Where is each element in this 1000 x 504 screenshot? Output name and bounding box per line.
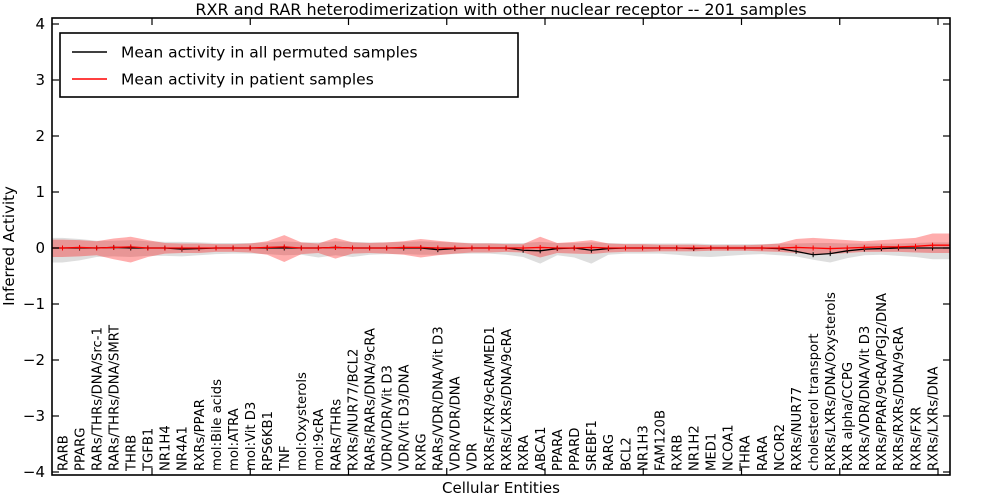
- x-category-label: NR4A1: [176, 426, 191, 471]
- y-tick-label: 0: [35, 239, 45, 257]
- y-tick-label: 3: [35, 71, 45, 89]
- x-category-label: RXRB: [670, 435, 685, 471]
- x-category-label: mol:ATRA: [227, 408, 242, 471]
- x-category-label: mol:Oxysterols: [295, 372, 310, 471]
- x-category-label: RXRs/RXRs/DNA/9cRA: [892, 327, 907, 471]
- x-category-label: NR1H2: [688, 425, 703, 471]
- x-category-label: PPARG: [73, 428, 88, 471]
- y-tick-label: 4: [35, 15, 45, 33]
- x-category-label: RARB: [56, 435, 71, 471]
- x-category-label: TNF: [278, 445, 293, 472]
- legend-box: [59, 32, 519, 98]
- x-category-label: RARs/VDR/DNA/Vit D3: [432, 326, 447, 471]
- y-tick-label: −2: [23, 351, 45, 369]
- x-category-label: RXRs/PPAR: [193, 399, 208, 471]
- x-category-label: RARs/THRs: [329, 399, 344, 471]
- x-category-label: ABCA1: [534, 427, 549, 471]
- x-category-label: RXRs/PPAR/9cRA/PGJ2/DNA: [875, 293, 890, 471]
- plot-area: 4 3 2 1 0 −1 −2 −3 −4 RARB PPARG RARs/THRs/DNA/Src-…: [23, 15, 951, 481]
- x-category-label: RARs/THRs/DNA/SMRT: [107, 324, 122, 471]
- x-category-label: RXRs/NUR77/BCL2: [346, 349, 361, 471]
- x-category-label: RXRs/FXR/9cRA/MED1: [483, 326, 498, 471]
- x-category-label: mol:Bile acids: [210, 379, 225, 471]
- x-category-label: RXRG: [415, 433, 430, 471]
- x-category-label: RXRs/NUR77: [790, 387, 805, 471]
- x-category-label: RPS6KB1: [261, 411, 276, 471]
- patient-mean-line: [52, 244, 950, 250]
- legend-label-patient: Mean activity in patient samples: [121, 71, 374, 89]
- x-category-label: RXRs/VDR/DNA/Vit D3: [858, 326, 873, 471]
- permuted-band: [52, 237, 950, 264]
- x-category-label: RXR alpha/CCPG: [841, 362, 856, 471]
- y-tick-label: −1: [23, 295, 45, 313]
- x-category-label: VDR/VDR/Vit D3: [380, 365, 395, 471]
- x-axis-label: Cellular Entities: [442, 479, 560, 497]
- x-category-label: mol:Vit D3: [244, 402, 259, 471]
- x-category-label: VDR/VDR/DNA: [449, 376, 464, 471]
- x-category-label: NR1H3: [636, 425, 651, 471]
- x-category-label: RARG: [602, 434, 617, 471]
- y-tick-label: −4: [23, 463, 45, 481]
- x-category-label: mol:9cRA: [312, 409, 327, 471]
- x-category-label: RARs/RARs/DNA/9cRA: [363, 328, 378, 471]
- x-category-label: RXRs/LXRs/DNA/Oxysterols: [824, 292, 839, 471]
- x-category-label: NCOR2: [773, 424, 788, 471]
- x-category-label: cholesterol transport: [807, 333, 822, 471]
- y-axis-label: Inferred Activity: [0, 186, 18, 306]
- axes-frame: [51, 17, 951, 476]
- x-category-label: THRB: [125, 435, 140, 472]
- x-category-label: PPARD: [568, 428, 583, 471]
- y-tick-label: 1: [35, 183, 45, 201]
- x-category-label: TGFB1: [142, 428, 157, 472]
- x-category-label: RARA: [756, 436, 771, 471]
- x-category-label: NR1H4: [159, 425, 174, 471]
- x-category-label: THRA: [739, 435, 754, 472]
- x-category-label: VDR/Vit D3/DNA: [398, 364, 413, 471]
- x-category-label: RXRs/FXR: [909, 407, 924, 471]
- x-category-label: RARs/THRs/DNA/Src-1: [90, 327, 105, 471]
- x-category-label: RXRs/LXRs/DNA/9cRA: [500, 329, 515, 471]
- legend: Mean activity in all permuted samples Me…: [59, 32, 519, 98]
- x-category-label: VDR: [466, 443, 481, 471]
- x-category-label: MED1: [705, 433, 720, 471]
- x-category-label: PPARA: [551, 429, 566, 471]
- x-category-label: BCL2: [619, 437, 634, 471]
- y-tick-label: −3: [23, 407, 45, 425]
- x-category-label: NCOA1: [722, 424, 737, 471]
- chart-title: RXR and RAR heterodimerization with othe…: [195, 0, 806, 19]
- x-category-label: SREBF1: [585, 420, 600, 471]
- y-tick-label: 2: [35, 127, 45, 145]
- x-category-label: RXRA: [517, 435, 532, 471]
- x-category-label: FAM120B: [653, 410, 668, 471]
- x-category-label: RXRs/LXRs/DNA: [926, 366, 941, 471]
- legend-label-permuted: Mean activity in all permuted samples: [121, 44, 418, 62]
